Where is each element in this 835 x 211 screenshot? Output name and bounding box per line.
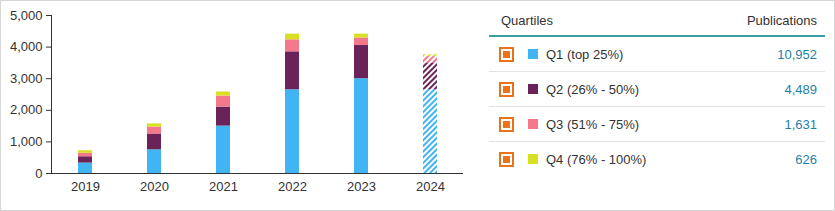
svg-text:2021: 2021 <box>209 179 238 194</box>
html-text:626: 626 <box>795 151 817 167</box>
svg-text:2024: 2024 <box>416 179 445 194</box>
svg-text:2020: 2020 <box>140 179 169 194</box>
html-text:Q3 (51% - 75%): Q3 (51% - 75%) <box>546 116 640 132</box>
svg-text:0: 0 <box>35 166 42 181</box>
html-text:Q2 (26% - 50%): Q2 (26% - 50%) <box>546 81 640 97</box>
svg-text:2023: 2023 <box>347 179 376 194</box>
svg-text:2019: 2019 <box>71 179 100 194</box>
svg-text:2,000: 2,000 <box>10 102 43 117</box>
svg-text:4,000: 4,000 <box>10 39 43 54</box>
html-text:Q1 (top 25%): Q1 (top 25%) <box>546 46 624 62</box>
svg-text:5,000: 5,000 <box>10 8 43 23</box>
html-text:Q4 (76% - 100%): Q4 (76% - 100%) <box>546 151 647 167</box>
svg-text:2022: 2022 <box>278 179 307 194</box>
svg-text:1,000: 1,000 <box>10 134 43 149</box>
html-text:10,952: 10,952 <box>777 46 817 62</box>
html-text:1,631: 1,631 <box>784 116 817 132</box>
html-text:Publications: Publications <box>746 12 817 28</box>
html-text:Quartiles: Quartiles <box>501 12 553 28</box>
html-text:4,489: 4,489 <box>784 81 817 97</box>
svg-text:3,000: 3,000 <box>10 71 43 86</box>
